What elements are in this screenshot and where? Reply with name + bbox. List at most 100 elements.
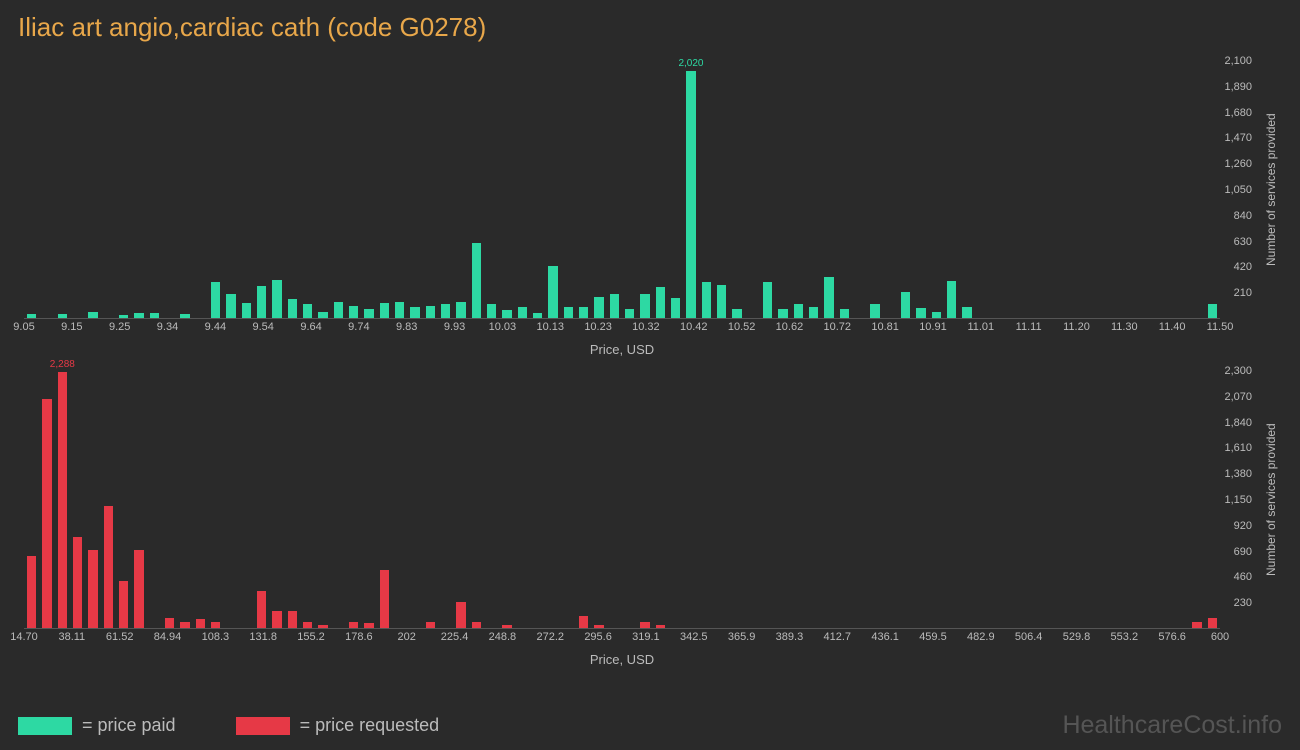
legend-swatch: [236, 717, 290, 735]
bar: [104, 506, 113, 629]
bar: [226, 294, 235, 319]
x-tick: 436.1: [871, 631, 899, 643]
y-tick: 1,260: [1224, 158, 1252, 170]
x-tick: 459.5: [919, 631, 947, 643]
bar: [824, 277, 833, 319]
x-axis-label: Price, USD: [24, 342, 1220, 357]
bar: [119, 581, 128, 629]
bar: [303, 304, 312, 319]
x-tick: 61.52: [106, 631, 134, 643]
x-tick: 9.15: [61, 321, 82, 333]
bar: [579, 616, 588, 629]
y-tick: 840: [1234, 210, 1252, 222]
bar: [42, 399, 51, 629]
x-tick: 10.03: [489, 321, 517, 333]
y-tick: 230: [1234, 597, 1252, 609]
bar-max-label: 2,288: [50, 359, 75, 370]
x-tick: 10.42: [680, 321, 708, 333]
x-tick: 11.11: [1016, 321, 1042, 333]
y-axis-label: Number of services provided: [1264, 371, 1282, 629]
bar: [763, 282, 772, 319]
y-tick: 420: [1234, 261, 1252, 273]
bar: [88, 550, 97, 629]
legend-swatch: [18, 717, 72, 735]
y-tick: 1,610: [1224, 442, 1252, 454]
bar: [272, 280, 281, 319]
x-tick: 9.05: [13, 321, 34, 333]
x-tick: 10.72: [824, 321, 852, 333]
x-tick: 365.9: [728, 631, 756, 643]
x-tick: 84.94: [154, 631, 182, 643]
x-tick: 225.4: [441, 631, 469, 643]
bar: [380, 303, 389, 319]
legend: = price paid = price requested: [18, 715, 439, 736]
x-tick: 131.8: [249, 631, 277, 643]
y-tick: 1,840: [1224, 417, 1252, 429]
legend-label: = price paid: [82, 715, 176, 736]
y-tick: 1,890: [1224, 81, 1252, 93]
x-tick: 319.1: [632, 631, 660, 643]
bar: [257, 286, 266, 319]
x-tick: 412.7: [824, 631, 852, 643]
x-tick: 178.6: [345, 631, 373, 643]
x-tick: 9.74: [348, 321, 369, 333]
bar: [610, 294, 619, 319]
bar: [242, 303, 251, 319]
x-tick: 11.50: [1207, 321, 1234, 333]
bar-max-label: 2,020: [678, 58, 703, 69]
x-tick: 576.6: [1158, 631, 1186, 643]
y-tick: 1,050: [1224, 184, 1252, 196]
bar: [671, 298, 680, 319]
bar: [870, 304, 879, 319]
watermark: HealthcareCost.info: [1062, 711, 1282, 740]
y-tick: 2,100: [1224, 55, 1252, 67]
chart-requested: 2,28814.7038.1161.5284.94108.3131.8155.2…: [14, 361, 1282, 671]
x-tick: 10.81: [871, 321, 899, 333]
x-tick: 10.13: [536, 321, 564, 333]
y-axis-label: Number of services provided: [1264, 61, 1282, 319]
bar: [73, 537, 82, 629]
x-tick: 248.8: [489, 631, 517, 643]
x-tick: 11.40: [1159, 321, 1186, 333]
x-tick: 9.64: [300, 321, 321, 333]
y-tick: 210: [1234, 287, 1252, 299]
bar: [947, 281, 956, 319]
x-tick: 9.34: [157, 321, 178, 333]
bar: [456, 602, 465, 629]
x-tick: 506.4: [1015, 631, 1043, 643]
bar: [272, 611, 281, 629]
x-tick: 10.91: [919, 321, 947, 333]
x-tick: 482.9: [967, 631, 995, 643]
bar: [1208, 304, 1217, 319]
x-tick: 9.93: [444, 321, 465, 333]
x-tick: 202: [398, 631, 416, 643]
x-tick: 553.2: [1111, 631, 1139, 643]
x-tick: 155.2: [297, 631, 325, 643]
x-tick: 529.8: [1063, 631, 1091, 643]
bar: [456, 302, 465, 319]
y-tick: 2,300: [1224, 365, 1252, 377]
bar: [702, 282, 711, 319]
x-tick: 10.52: [728, 321, 756, 333]
bar: [441, 304, 450, 319]
x-tick: 9.44: [205, 321, 226, 333]
x-tick: 10.23: [584, 321, 612, 333]
bar: [656, 287, 665, 319]
bar: [134, 550, 143, 629]
bar: [288, 299, 297, 319]
x-tick: 11.01: [967, 321, 994, 333]
bar: [349, 306, 358, 320]
x-tick: 295.6: [584, 631, 612, 643]
bar: [640, 294, 649, 319]
x-tick: 9.54: [252, 321, 273, 333]
x-tick: 11.20: [1063, 321, 1090, 333]
bar: [426, 306, 435, 320]
x-tick: 108.3: [202, 631, 230, 643]
legend-item: = price requested: [236, 715, 440, 736]
x-tick: 14.70: [10, 631, 38, 643]
x-tick: 600: [1211, 631, 1229, 643]
x-tick: 38.11: [58, 631, 85, 643]
bar: [211, 282, 220, 319]
bar: 2,288: [58, 372, 67, 629]
x-tick: 9.25: [109, 321, 130, 333]
